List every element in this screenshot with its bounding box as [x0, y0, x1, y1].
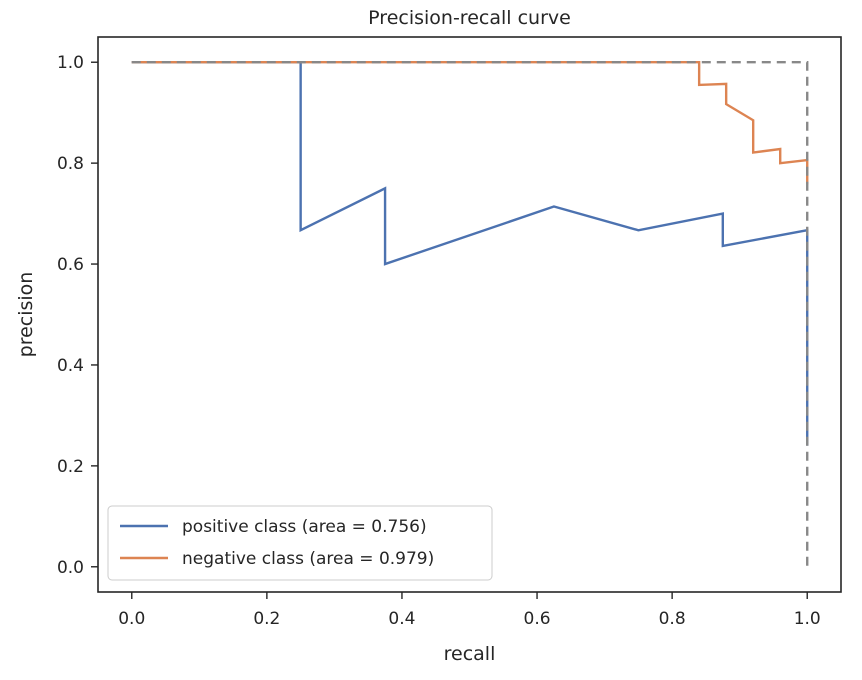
x-tick-label: 0.0: [118, 609, 145, 629]
y-tick-label: 1.0: [57, 53, 84, 73]
x-axis-label: recall: [444, 643, 496, 665]
y-tick-label: 0.6: [57, 255, 84, 275]
y-axis-label: precision: [15, 272, 37, 358]
plot-area: [131, 61, 809, 567]
series-line-1: [131, 61, 809, 185]
y-tick-label: 0.0: [57, 558, 84, 578]
axes: 0.0 0.2 0.4 0.6 0.8 1.0 0.0 0.2 0.4 0.6 0.8 1.0: [57, 36, 842, 629]
axes-frame: [97, 36, 842, 593]
y-tick-label: 0.2: [57, 457, 84, 477]
legend-label: positive class (area = 0.756): [182, 517, 427, 537]
x-tick-label: 1.0: [794, 609, 821, 629]
x-tick-label: 0.2: [253, 609, 280, 629]
legend-box: [107, 505, 493, 581]
legend-label: negative class (area = 0.979): [182, 549, 434, 569]
y-tick-label: 0.4: [57, 356, 84, 376]
legend: positive class (area = 0.756) negative cl…: [107, 505, 493, 581]
x-tick-label: 0.4: [388, 609, 415, 629]
y-tick-label: 0.8: [57, 154, 84, 174]
series-line-0: [131, 61, 809, 446]
chart-title: Precision-recall curve: [368, 7, 571, 29]
reference-dashed-line: [131, 61, 809, 567]
x-tick-label: 0.8: [659, 609, 686, 629]
x-tick-label: 0.6: [524, 609, 551, 629]
